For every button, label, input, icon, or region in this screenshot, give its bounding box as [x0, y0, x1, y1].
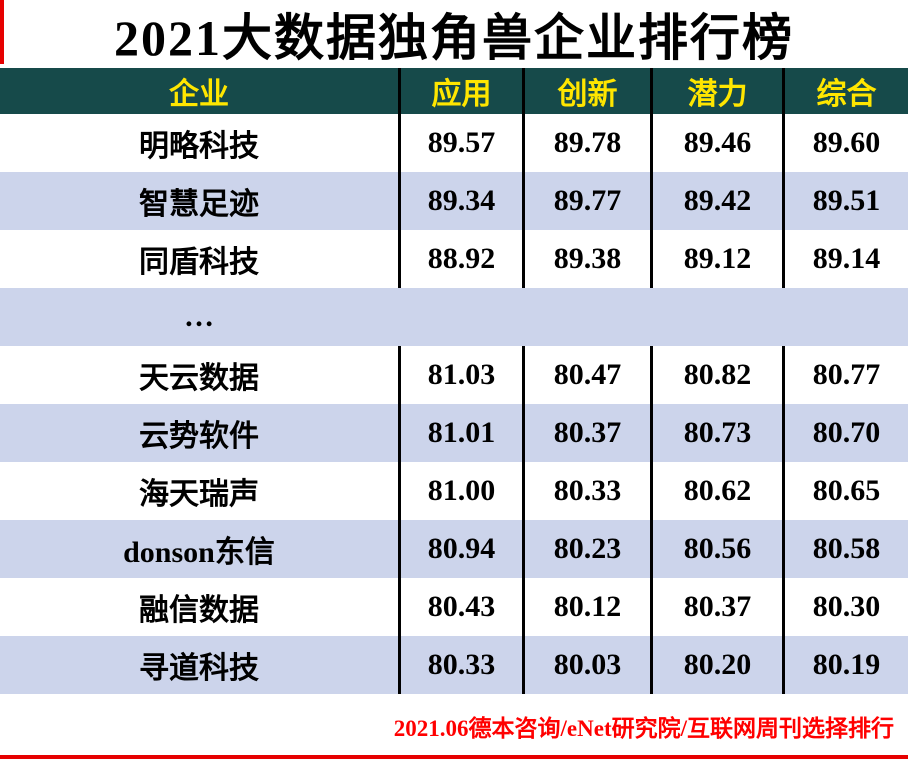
- score-cell: 81.00: [398, 462, 522, 520]
- header-cell-overall: 综合: [782, 68, 908, 114]
- score-cell: 89.78: [522, 114, 650, 172]
- score-cell: 80.65: [782, 462, 908, 520]
- header-cell-application: 应用: [398, 68, 522, 114]
- score-cell: 89.46: [650, 114, 782, 172]
- table-body: 明略科技 89.57 89.78 89.46 89.60 智慧足迹 89.34 …: [0, 114, 908, 694]
- score-cell: 80.94: [398, 520, 522, 578]
- table-row-ellipsis: …: [0, 288, 908, 346]
- score-cell: 80.77: [782, 346, 908, 404]
- score-cell: 89.42: [650, 172, 782, 230]
- ellipsis-cell: …: [184, 300, 214, 333]
- score-cell: 89.51: [782, 172, 908, 230]
- table-header-row: 企业 应用 创新 潜力 综合: [0, 68, 908, 114]
- score-cell: 80.70: [782, 404, 908, 462]
- table-row: 明略科技 89.57 89.78 89.46 89.60: [0, 114, 908, 172]
- score-cell: 80.56: [650, 520, 782, 578]
- score-cell: 80.12: [522, 578, 650, 636]
- red-border-bottom: [0, 755, 908, 759]
- score-cell: 89.77: [522, 172, 650, 230]
- table-row: donson东信 80.94 80.23 80.56 80.58: [0, 520, 908, 578]
- company-cell: 智慧足迹: [139, 188, 259, 221]
- score-cell: 89.12: [650, 230, 782, 288]
- score-cell: 80.33: [522, 462, 650, 520]
- score-cell: 89.38: [522, 230, 650, 288]
- score-cell: 81.03: [398, 346, 522, 404]
- company-cell: 融信数据: [139, 594, 259, 627]
- score-cell: 80.37: [522, 404, 650, 462]
- company-cell: 海天瑞声: [139, 478, 259, 511]
- company-cell: 寻道科技: [139, 652, 259, 685]
- score-cell: 80.82: [650, 346, 782, 404]
- score-cell: [650, 288, 782, 346]
- score-cell: 89.57: [398, 114, 522, 172]
- company-cell: 天云数据: [139, 362, 259, 395]
- header-cell-potential: 潜力: [650, 68, 782, 114]
- score-cell: 89.14: [782, 230, 908, 288]
- score-cell: 80.33: [398, 636, 522, 694]
- table-row: 天云数据 81.03 80.47 80.82 80.77: [0, 346, 908, 404]
- score-cell: 80.23: [522, 520, 650, 578]
- table-row: 云势软件 81.01 80.37 80.73 80.70: [0, 404, 908, 462]
- header-cell-innovation: 创新: [522, 68, 650, 114]
- score-cell: 89.60: [782, 114, 908, 172]
- company-cell: 明略科技: [139, 130, 259, 163]
- table-row: 同盾科技 88.92 89.38 89.12 89.14: [0, 230, 908, 288]
- score-cell: [398, 288, 522, 346]
- score-cell: [782, 288, 908, 346]
- header-cell-company: 企业: [169, 78, 229, 111]
- score-cell: 80.47: [522, 346, 650, 404]
- score-cell: [522, 288, 650, 346]
- company-cell: 同盾科技: [139, 246, 259, 279]
- score-cell: 80.20: [650, 636, 782, 694]
- score-cell: 80.19: [782, 636, 908, 694]
- score-cell: 81.01: [398, 404, 522, 462]
- red-border-left: [0, 0, 4, 64]
- score-cell: 80.03: [522, 636, 650, 694]
- company-cell: donson东信: [123, 536, 275, 569]
- score-cell: 80.37: [650, 578, 782, 636]
- score-cell: 80.58: [782, 520, 908, 578]
- score-cell: 88.92: [398, 230, 522, 288]
- score-cell: 80.62: [650, 462, 782, 520]
- table-row: 融信数据 80.43 80.12 80.37 80.30: [0, 578, 908, 636]
- source-attribution: 2021.06德本咨询/eNet研究院/互联网周刊选择排行: [393, 716, 894, 741]
- score-cell: 80.30: [782, 578, 908, 636]
- table-row: 智慧足迹 89.34 89.77 89.42 89.51: [0, 172, 908, 230]
- page-title: 2021大数据独角兽企业排行榜: [114, 10, 794, 66]
- table-row: 海天瑞声 81.00 80.33 80.62 80.65: [0, 462, 908, 520]
- score-cell: 80.43: [398, 578, 522, 636]
- score-cell: 89.34: [398, 172, 522, 230]
- table-row: 寻道科技 80.33 80.03 80.20 80.19: [0, 636, 908, 694]
- score-cell: 80.73: [650, 404, 782, 462]
- company-cell: 云势软件: [139, 420, 259, 453]
- ranking-table: 企业 应用 创新 潜力 综合 明略科技 89.57 89.78 89.46 89…: [0, 68, 908, 694]
